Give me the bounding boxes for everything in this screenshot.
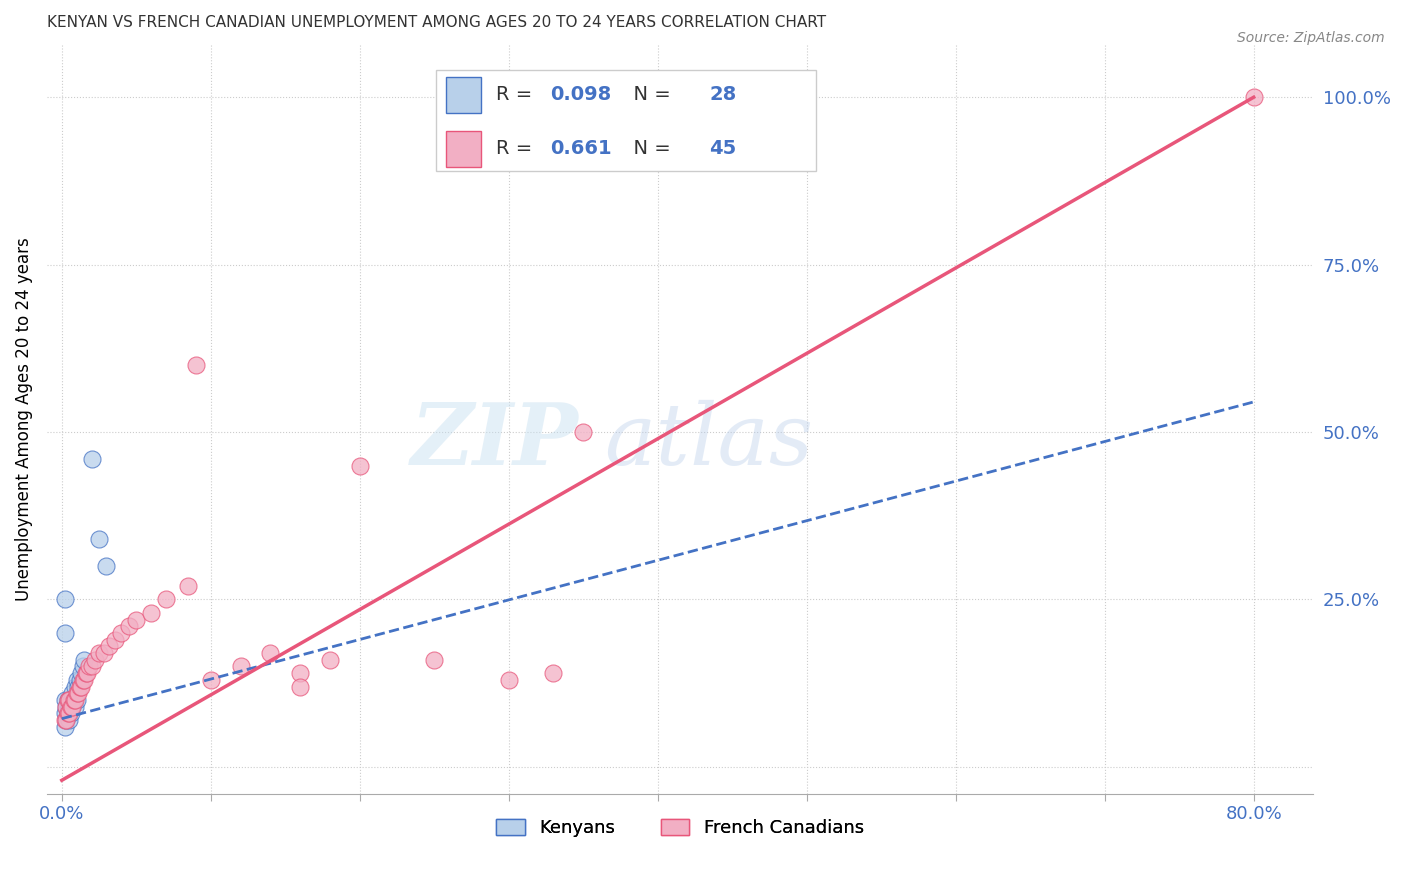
Point — [155, 592, 177, 607]
Point — [53, 713, 76, 727]
Point — [572, 425, 595, 439]
Point — [60, 699, 83, 714]
Point — [55, 713, 77, 727]
Text: N =: N = — [620, 85, 676, 104]
Point — [67, 686, 90, 700]
Point — [59, 706, 82, 721]
Point — [229, 659, 252, 673]
Point — [69, 673, 91, 687]
Point — [70, 680, 93, 694]
Point — [62, 693, 84, 707]
Point — [55, 713, 77, 727]
Point — [98, 640, 121, 654]
Point — [73, 653, 96, 667]
Point — [53, 693, 76, 707]
Point — [59, 693, 82, 707]
Point — [200, 673, 222, 687]
Text: 45: 45 — [709, 139, 737, 158]
FancyBboxPatch shape — [446, 130, 481, 167]
Text: Source: ZipAtlas.com: Source: ZipAtlas.com — [1237, 31, 1385, 45]
Text: R =: R = — [496, 85, 538, 104]
Text: R =: R = — [496, 139, 538, 158]
Point — [69, 680, 91, 694]
Point — [58, 699, 80, 714]
FancyBboxPatch shape — [446, 77, 481, 112]
Point — [141, 606, 163, 620]
Point — [66, 673, 89, 687]
Text: ZIP: ZIP — [411, 400, 579, 483]
Point — [96, 559, 118, 574]
Point — [87, 646, 110, 660]
Point — [63, 699, 86, 714]
Point — [80, 451, 103, 466]
Point — [55, 699, 77, 714]
Point — [80, 659, 103, 673]
Text: atlas: atlas — [605, 400, 813, 483]
Legend: Kenyans, French Canadians: Kenyans, French Canadians — [489, 812, 872, 845]
Text: KENYAN VS FRENCH CANADIAN UNEMPLOYMENT AMONG AGES 20 TO 24 YEARS CORRELATION CHA: KENYAN VS FRENCH CANADIAN UNEMPLOYMENT A… — [46, 15, 825, 30]
Point — [53, 626, 76, 640]
Point — [288, 666, 311, 681]
Point — [56, 693, 79, 707]
Point — [110, 626, 132, 640]
Point — [75, 666, 97, 681]
Point — [288, 680, 311, 694]
Point — [58, 693, 80, 707]
Point — [55, 699, 77, 714]
Point — [349, 458, 371, 473]
Point — [59, 699, 82, 714]
Point — [60, 686, 83, 700]
Point — [53, 706, 76, 721]
Point — [53, 720, 76, 734]
Point — [72, 673, 94, 687]
Point — [62, 693, 84, 707]
Point — [67, 680, 90, 694]
Y-axis label: Unemployment Among Ages 20 to 24 years: Unemployment Among Ages 20 to 24 years — [15, 236, 32, 600]
Point — [63, 693, 86, 707]
Point — [63, 680, 86, 694]
Point — [184, 358, 207, 372]
Point — [1243, 90, 1265, 104]
Point — [259, 646, 281, 660]
FancyBboxPatch shape — [436, 70, 815, 171]
Point — [543, 666, 565, 681]
Point — [58, 713, 80, 727]
Point — [93, 646, 115, 660]
Point — [53, 592, 76, 607]
Text: 0.098: 0.098 — [550, 85, 610, 104]
Point — [56, 693, 79, 707]
Point — [77, 659, 100, 673]
Point — [423, 653, 446, 667]
Point — [319, 653, 342, 667]
Point — [72, 659, 94, 673]
Point — [58, 706, 80, 721]
Point — [498, 673, 520, 687]
Point — [66, 693, 89, 707]
Point — [118, 619, 141, 633]
Point — [104, 632, 127, 647]
Point — [60, 699, 83, 714]
Point — [87, 532, 110, 546]
Point — [56, 706, 79, 721]
Text: 0.661: 0.661 — [550, 139, 612, 158]
Point — [56, 706, 79, 721]
Point — [76, 666, 98, 681]
Point — [83, 653, 105, 667]
Point — [177, 579, 200, 593]
Point — [125, 613, 148, 627]
Point — [66, 686, 89, 700]
Text: 28: 28 — [709, 85, 737, 104]
Point — [73, 673, 96, 687]
Point — [70, 666, 93, 681]
Text: N =: N = — [620, 139, 676, 158]
